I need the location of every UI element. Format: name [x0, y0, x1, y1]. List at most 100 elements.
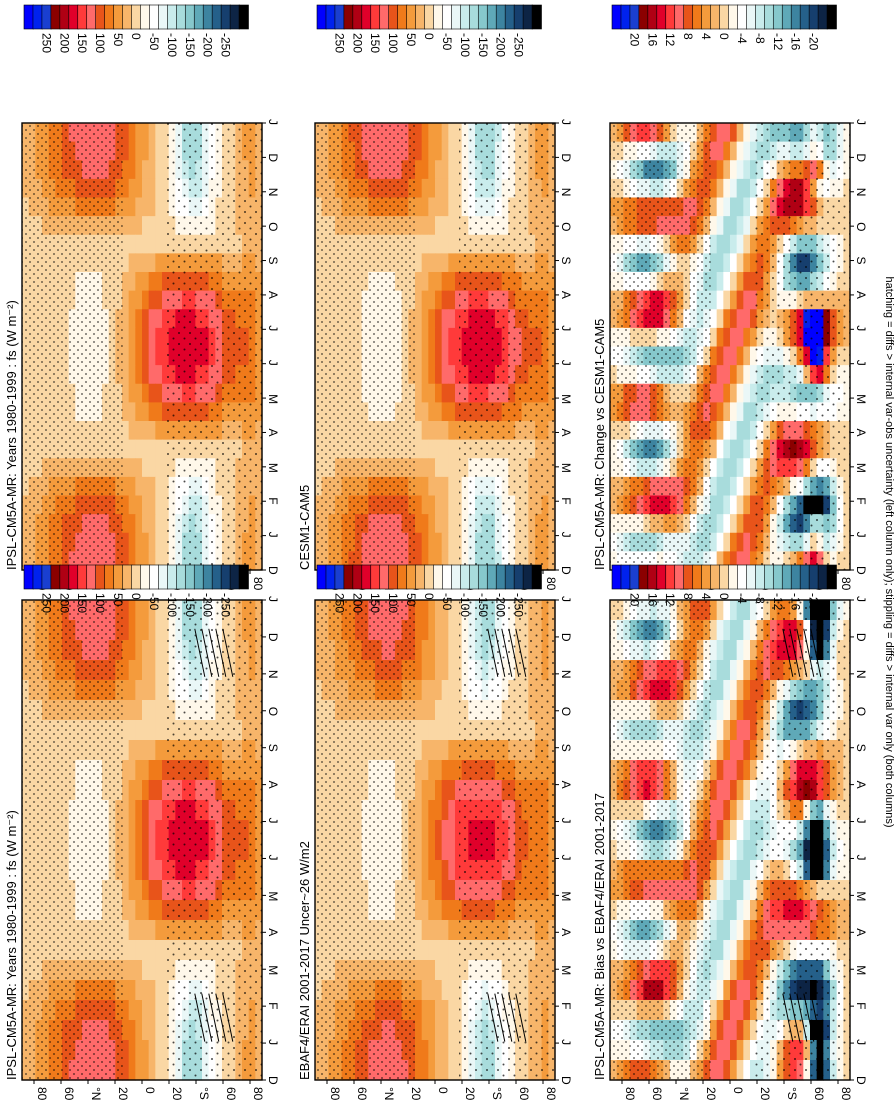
heatmap-cell	[155, 820, 163, 841]
heatmap-cell	[448, 920, 456, 941]
panel-3: 80 60 °N 20 0 20 °S 60 80DJFMAMJJASONDJIPSL-CM5A…	[592, 596, 868, 1101]
heatmap-cell	[723, 178, 731, 199]
heatmap-cell	[135, 402, 143, 422]
month-tick-label: J	[559, 854, 573, 860]
heatmap-cell	[723, 740, 731, 761]
heatmap-cell	[162, 940, 170, 961]
heatmap-cell	[428, 253, 436, 273]
heatmap-cell	[128, 551, 136, 571]
heatmap-cell	[148, 660, 156, 681]
heatmap-cell	[155, 123, 163, 143]
heatmap-cell	[421, 1040, 429, 1061]
heatmap-cell	[723, 290, 731, 310]
heatmap-cell	[135, 532, 143, 552]
hatch-line	[194, 628, 206, 677]
heatmap-cell	[162, 800, 170, 821]
heatmap-cell	[455, 346, 463, 366]
heatmap-cell	[135, 600, 143, 621]
heatmap-cell	[162, 439, 170, 459]
heatmap-cell	[730, 123, 738, 143]
heatmap-cell	[155, 1020, 163, 1041]
heatmap-cell	[730, 680, 738, 701]
stippling-south	[754, 600, 850, 1080]
heatmap-cell	[750, 880, 758, 901]
heatmap-cell	[736, 740, 744, 761]
heatmap-cell	[415, 439, 423, 459]
heatmap-cell	[710, 141, 718, 161]
heatmap-cell	[142, 141, 150, 161]
heatmap-cell	[122, 740, 130, 761]
heatmap-cell	[750, 960, 758, 981]
lat-tick-label: °S	[490, 1087, 504, 1100]
month-tick-label: N	[559, 188, 573, 197]
heatmap-cell	[750, 197, 758, 217]
heatmap-cell	[723, 197, 731, 217]
heatmap-cell	[148, 1060, 156, 1081]
heatmap-cell	[723, 920, 731, 941]
heatmap-cell	[135, 272, 143, 292]
heatmap-cell	[730, 216, 738, 236]
heatmap-cell	[135, 640, 143, 661]
heatmap-cell	[135, 1040, 143, 1061]
heatmap-cell	[148, 346, 156, 366]
heatmap-cell	[155, 421, 163, 441]
heatmap-cell	[148, 1020, 156, 1041]
heatmap-cell	[135, 178, 143, 199]
heatmap-cell	[428, 160, 436, 180]
heatmap-cell	[415, 920, 423, 941]
heatmap-cell	[128, 1060, 136, 1081]
panel-4: 8060°N20020°S6080DJFMAMJJASONDJIPSL-CM5A…	[4, 119, 280, 591]
heatmap-cell	[448, 402, 456, 422]
heatmap-cell	[421, 290, 429, 310]
month-tick-label: O	[266, 707, 280, 716]
month-tick-label: M	[559, 463, 573, 473]
heatmap-cell	[710, 160, 718, 180]
month-tick-label: M	[266, 394, 280, 404]
footnote-text: hatching = diffs > internal var-obs unce…	[883, 276, 895, 827]
heatmap-cell	[142, 476, 150, 497]
heatmap-cell	[128, 514, 136, 534]
heatmap-cell	[415, 253, 423, 273]
heatmap-cell	[455, 820, 463, 841]
lat-tick-label: 0	[731, 1087, 745, 1094]
heatmap-cell	[135, 980, 143, 1001]
heatmap-cell	[441, 840, 449, 861]
heatmap-cell	[441, 700, 449, 721]
heatmap-cell	[155, 720, 163, 741]
heatmap-cell	[448, 532, 456, 552]
heatmap-cell	[455, 141, 463, 161]
heatmap-cell	[723, 800, 731, 821]
heatmap-cell	[435, 514, 443, 534]
hatch-line	[803, 993, 815, 1042]
heatmap-cell	[428, 458, 436, 478]
heatmap-cell	[723, 1060, 731, 1081]
heatmap-cell	[723, 160, 731, 180]
lat-tick-label: 80	[251, 1087, 265, 1101]
heatmap-cell	[128, 327, 136, 348]
heatmap-cell	[155, 760, 163, 781]
heatmap-cell	[455, 600, 463, 621]
heatmap-cell	[155, 860, 163, 881]
heatmap-cell	[415, 900, 423, 921]
heatmap-cell	[455, 197, 463, 217]
heatmap-cell	[441, 820, 449, 841]
heatmap-cell	[455, 900, 463, 921]
month-tick-label: M	[559, 394, 573, 404]
heatmap-cell	[435, 476, 443, 497]
heatmap-cell	[122, 253, 130, 273]
heatmap-cell	[128, 620, 136, 641]
heatmap-cell	[441, 272, 449, 292]
heatmap-cell	[428, 383, 436, 403]
heatmap-cell	[128, 141, 136, 161]
heatmap-cell	[448, 123, 456, 143]
heatmap-cell	[455, 290, 463, 310]
heatmap-cell	[122, 476, 130, 497]
heatmap-cell	[142, 600, 150, 621]
heatmap-cell	[736, 960, 744, 981]
heatmap-cell	[428, 495, 436, 515]
hatch-line	[803, 628, 815, 677]
heatmap-cell	[441, 980, 449, 1001]
heatmap-cell	[428, 760, 436, 781]
heatmap-cell	[743, 980, 751, 1001]
